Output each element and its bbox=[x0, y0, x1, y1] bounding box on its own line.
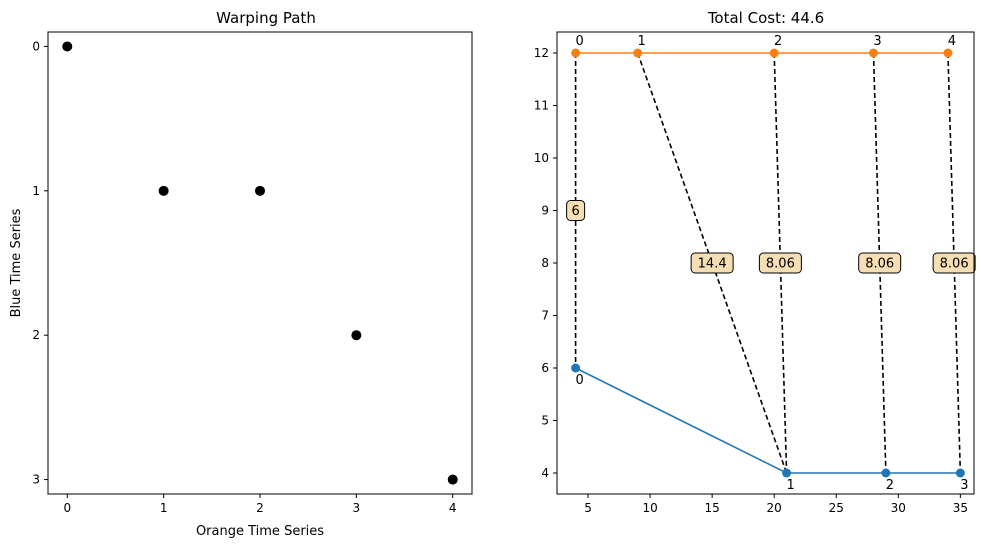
right-x-tick-label-1: 10 bbox=[642, 501, 657, 515]
series-1-point-1 bbox=[782, 468, 792, 478]
right-x-tick-label-0: 5 bbox=[584, 501, 592, 515]
cost-label-1: 14.4 bbox=[690, 252, 734, 274]
left-x-tick-label-2: 2 bbox=[256, 501, 264, 515]
left-y-tick-label-3: 3 bbox=[32, 473, 40, 487]
total-cost-plot: Total Cost: 44.6 0 1 2 3 401 2 3 614.4 8.06 8.06… bbox=[534, 9, 976, 515]
series-0-point-label-4: 4 bbox=[948, 34, 956, 49]
series-1-point-label-3: 3 bbox=[960, 478, 968, 493]
warping-point-2 bbox=[255, 185, 265, 196]
warping-point-3 bbox=[351, 330, 362, 341]
left-x-tick-label-0: 0 bbox=[63, 501, 71, 515]
right-y-ticks: 4 5 6 7 8 9 10 11 12 bbox=[534, 46, 557, 480]
right-y-tick-label-4: 8 bbox=[541, 256, 549, 270]
series-0-point-3 bbox=[868, 48, 878, 58]
series-0-point-label-3: 3 bbox=[873, 34, 881, 49]
cost-label-3: 8.06 bbox=[858, 252, 902, 274]
cost-label-4: 8.06 bbox=[932, 252, 976, 274]
left-x-tick-label-4: 4 bbox=[449, 501, 457, 515]
right-y-tick-label-7: 11 bbox=[534, 99, 549, 113]
cost-label-2: 8.06 bbox=[758, 252, 802, 274]
right-x-ticks: 5 10 15 20 25 30 35 bbox=[584, 494, 968, 515]
left-x-tick-label-1: 1 bbox=[160, 501, 168, 515]
series-0-point-4 bbox=[943, 48, 953, 58]
cost-label-text-4: 8.06 bbox=[940, 257, 969, 272]
left-y-tick-label-0: 0 bbox=[32, 39, 40, 53]
cost-label-box-2 bbox=[758, 252, 802, 274]
series-1-point-label-1: 1 bbox=[786, 478, 794, 493]
left-chart-title: Warping Path bbox=[216, 9, 316, 27]
right-cost-labels: 6 14.4 8.06 8.06 8.06 bbox=[566, 200, 976, 274]
right-series-points bbox=[571, 48, 965, 478]
series-1-point-0 bbox=[571, 363, 581, 373]
left-x-tick-label-3: 3 bbox=[353, 501, 361, 515]
series-0-point-label-1: 1 bbox=[638, 34, 646, 49]
series-1-point-label-2: 2 bbox=[886, 478, 894, 493]
warping-point-0 bbox=[62, 41, 73, 52]
cost-label-text-3: 8.06 bbox=[865, 257, 894, 272]
cost-label-text-0: 6 bbox=[571, 204, 579, 219]
series-1-point-label-0: 0 bbox=[575, 373, 583, 388]
left-plot-frame bbox=[47, 31, 473, 495]
right-x-tick-label-5: 30 bbox=[891, 501, 906, 515]
right-y-tick-label-8: 12 bbox=[534, 46, 549, 60]
left-y-tick-label-1: 1 bbox=[32, 184, 40, 198]
right-x-tick-label-3: 20 bbox=[767, 501, 782, 515]
right-chart-title: Total Cost: 44.6 bbox=[707, 9, 824, 27]
warping-point-1 bbox=[158, 185, 169, 196]
series-0-point-2 bbox=[769, 48, 779, 58]
left-x-ticks: 0 1 2 3 4 bbox=[63, 494, 457, 515]
right-x-tick-label-6: 35 bbox=[953, 501, 968, 515]
cost-label-box-4 bbox=[932, 252, 976, 274]
series-0-point-label-0: 0 bbox=[575, 34, 583, 49]
right-y-tick-label-5: 9 bbox=[541, 204, 549, 218]
cost-label-box-3 bbox=[858, 252, 902, 274]
cost-label-text-1: 14.4 bbox=[698, 257, 727, 272]
series-line-1 bbox=[575, 367, 961, 474]
left-y-ticks: 0 1 2 3 bbox=[32, 39, 48, 487]
right-y-tick-label-0: 4 bbox=[541, 466, 549, 480]
series-0-point-1 bbox=[633, 48, 643, 58]
cost-label-box-0 bbox=[566, 200, 586, 221]
cost-label-box-1 bbox=[690, 252, 734, 274]
left-x-axis-label: Orange Time Series bbox=[196, 524, 324, 539]
left-marks bbox=[62, 41, 458, 485]
warping-point-4 bbox=[447, 474, 458, 485]
right-y-tick-label-3: 7 bbox=[541, 309, 549, 323]
warping-path-plot: Warping Path 0 1 2 3 4 0 1 2 3 Orange Time Seri… bbox=[9, 9, 473, 539]
series-0-point-label-2: 2 bbox=[774, 34, 782, 49]
connection-line-1 bbox=[636, 52, 788, 474]
cost-label-0: 6 bbox=[566, 200, 586, 221]
left-y-axis-label: Blue Time Series bbox=[9, 208, 24, 317]
right-y-tick-label-6: 10 bbox=[534, 151, 549, 165]
right-point-labels: 0 1 2 3 4 0 1 2 3 bbox=[575, 34, 968, 493]
right-x-tick-label-4: 25 bbox=[829, 501, 844, 515]
right-x-tick-label-2: 15 bbox=[704, 501, 719, 515]
series-0-point-0 bbox=[571, 48, 581, 58]
series-1-point-2 bbox=[881, 468, 891, 478]
right-y-tick-label-2: 6 bbox=[541, 361, 549, 375]
series-1-point-3 bbox=[955, 468, 965, 478]
left-y-tick-label-2: 2 bbox=[32, 328, 40, 342]
right-y-tick-label-1: 5 bbox=[541, 414, 549, 428]
cost-label-text-2: 8.06 bbox=[766, 257, 795, 272]
